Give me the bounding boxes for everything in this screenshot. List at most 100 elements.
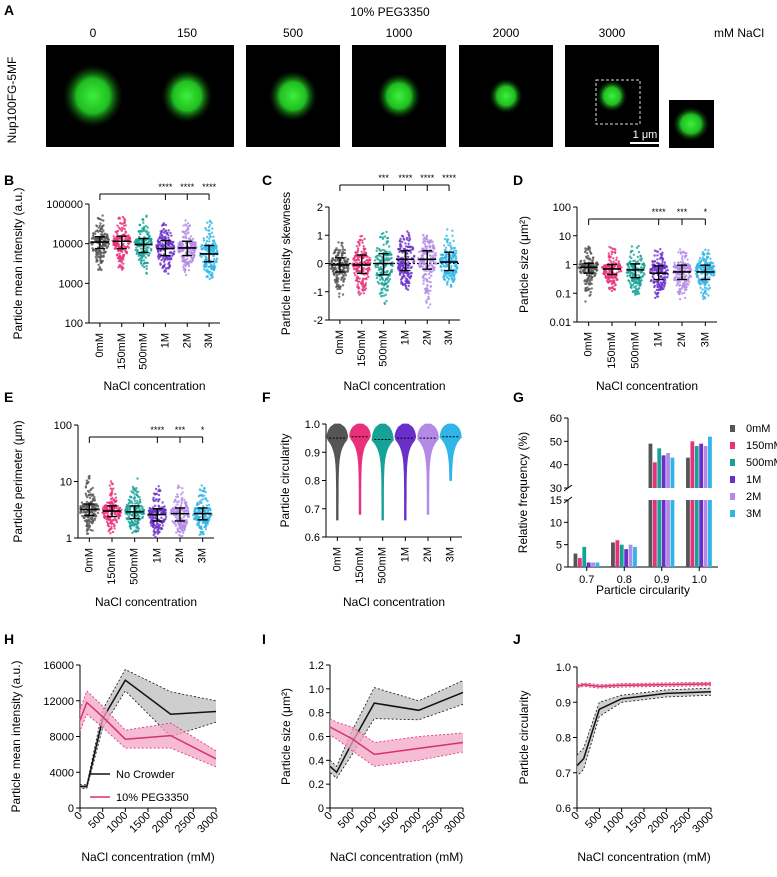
data-point [160,258,163,262]
data-point [637,244,640,248]
data-point [407,242,410,246]
x-tick-label: 3M [699,332,711,347]
data-point [127,498,130,502]
y-tick-label: 60 [550,413,562,425]
y-axis-label: Particle mean intensity (a.u.) [9,660,23,812]
data-point [405,281,408,284]
data-point [331,257,334,260]
bar [648,500,653,567]
data-point [707,294,710,297]
error-band [80,690,216,767]
data-point [418,261,422,264]
data-point [96,216,100,220]
y-tick-label: 1.0 [309,684,324,696]
data-point [175,531,178,534]
sig-label: **** [442,173,457,183]
data-point [110,492,114,495]
data-point [443,275,446,278]
data-point [136,477,139,480]
data-point [407,232,410,235]
data-point [666,276,669,279]
data-point [90,488,93,491]
data-point [664,281,667,284]
data-point [189,235,193,238]
data-point [88,522,91,525]
data-point [683,296,687,300]
data-point [382,284,386,287]
data-point [169,256,172,260]
data-point [162,260,166,263]
data-point [709,272,713,275]
data-point [357,291,360,294]
data-point [129,526,132,529]
data-point [682,284,685,287]
data-point [173,250,176,253]
data-point [630,245,634,248]
data-point [709,257,712,260]
data-point [608,288,611,291]
data-point [107,501,111,504]
data-point [665,265,669,269]
data-point [696,275,699,278]
data-point [180,498,183,501]
data-point [449,242,452,245]
data-point [346,258,349,261]
data-point [181,243,185,246]
error-band-edge [79,690,217,752]
data-point [163,519,166,522]
data-point [357,269,360,273]
data-point [403,275,406,278]
data-point [705,282,708,285]
x-tick-label: 2000 [150,810,176,836]
data-point [123,219,127,222]
data-point [426,290,429,294]
data-point [173,500,176,504]
data-point [95,224,98,227]
x-axis-label: NaCl concentration [103,379,205,393]
data-point [340,253,344,257]
data-point [177,242,181,246]
data-point [637,283,640,286]
data-point [111,518,115,522]
data-point [91,529,94,532]
bar [670,500,675,567]
data-point [139,258,142,262]
data-point [400,234,404,238]
data-point [678,280,682,284]
data-point [204,242,208,245]
data-point [684,254,687,258]
data-point [175,517,179,521]
data-point [686,258,689,261]
violin [439,423,462,481]
data-point [678,288,682,291]
x-axis-label: NaCl concentration [343,595,445,609]
data-point [409,266,413,270]
data-point [118,512,121,515]
data-point [401,240,404,244]
data-point [637,292,641,295]
data-point [425,234,429,238]
x-tick-label: 0mM [331,547,343,571]
data-point [661,276,665,280]
data-point [144,261,148,265]
data-point [336,258,340,261]
data-point [629,285,632,289]
data-point [376,266,380,269]
data-point [364,284,367,287]
data-point [155,525,158,528]
data-point [113,524,116,527]
data-point [397,255,400,259]
data-point [135,246,138,249]
particle [377,73,421,119]
data-point [358,277,361,280]
data-point [579,259,583,263]
data-point [362,245,365,248]
data-point [207,226,211,229]
data-point [431,254,434,258]
data-point [702,291,706,295]
data-point [154,492,158,495]
y-tick-label: 1.0 [556,662,571,674]
data-point [149,249,153,252]
data-point [637,250,641,254]
x-tick-label: 2500 [173,810,199,836]
